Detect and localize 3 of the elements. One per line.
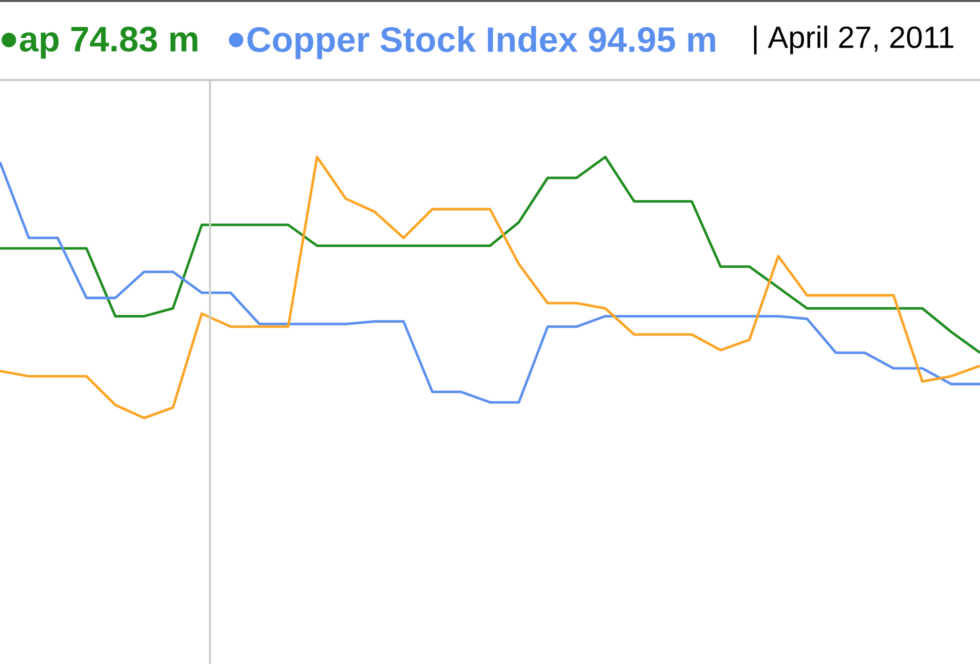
legend-label: Copper Stock Index 94.95 m: [247, 26, 716, 60]
legend-label: ap 74.83 m: [20, 26, 198, 59]
text: | April 27, 2011: [754, 26, 954, 54]
